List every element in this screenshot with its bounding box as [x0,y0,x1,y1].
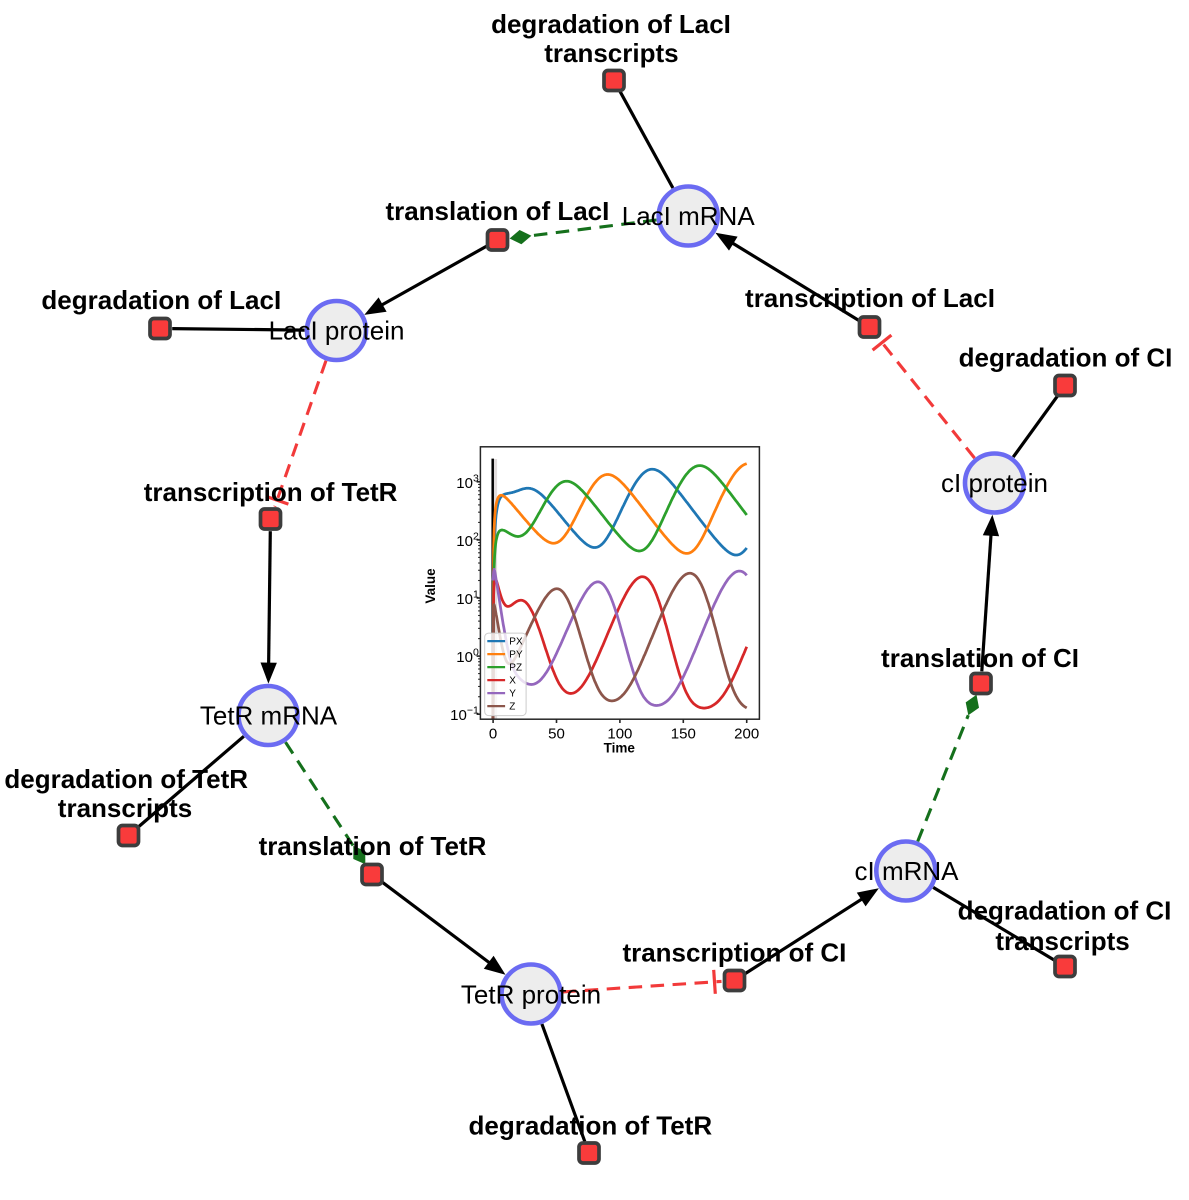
svg-text:PX: PX [509,637,523,648]
svg-text:PZ: PZ [509,663,522,674]
svg-text:Z: Z [509,702,515,713]
svg-text:degradation of LacI: degradation of LacI [491,9,731,39]
svg-text:translation of LacI: translation of LacI [385,196,609,226]
svg-text:transcripts: transcripts [995,926,1129,956]
svg-text:PY: PY [509,650,523,661]
svg-text:cI mRNA: cI mRNA [855,856,960,886]
svg-text:X: X [509,676,516,687]
svg-text:cI protein: cI protein [941,468,1048,498]
svg-text:Time: Time [604,741,636,756]
svg-text:transcription of LacI: transcription of LacI [745,283,995,313]
svg-text:100: 100 [607,726,632,743]
svg-text:degradation of TetR: degradation of TetR [468,1111,712,1141]
svg-text:degradation of LacI: degradation of LacI [41,285,281,315]
svg-text:transcripts: transcripts [544,38,678,68]
svg-text:LacI protein: LacI protein [269,316,405,346]
svg-text:150: 150 [671,726,696,743]
svg-text:50: 50 [548,726,565,743]
svg-text:200: 200 [734,726,759,743]
svg-text:LacI mRNA: LacI mRNA [622,201,756,231]
svg-text:degradation of CI: degradation of CI [959,343,1173,373]
svg-text:0: 0 [489,726,497,743]
svg-text:transcription of CI: transcription of CI [622,938,846,968]
svg-text:degradation of TetR: degradation of TetR [4,764,248,794]
svg-text:translation of CI: translation of CI [881,643,1079,673]
svg-text:TetR protein: TetR protein [461,980,601,1010]
svg-text:Y: Y [509,689,516,700]
svg-text:translation of TetR: translation of TetR [259,831,487,861]
svg-text:TetR mRNA: TetR mRNA [200,701,338,731]
svg-text:transcripts: transcripts [58,793,192,823]
svg-text:Value: Value [423,568,438,604]
svg-text:transcription of TetR: transcription of TetR [144,477,398,507]
svg-text:degradation of CI: degradation of CI [958,895,1172,925]
